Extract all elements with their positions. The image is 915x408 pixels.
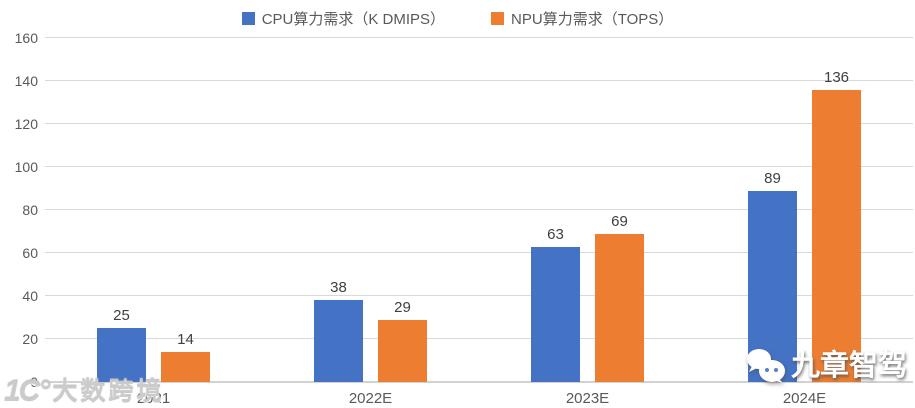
x-axis: 2021 2022E 2023E 2024E [45, 386, 913, 408]
bar-col: 136 [812, 38, 861, 382]
bar-value-label: 38 [330, 279, 347, 297]
bar-value-label: 14 [177, 330, 194, 348]
legend-swatch-icon [241, 12, 255, 25]
bar-npu-2023E [595, 233, 644, 382]
bar-col: 63 [531, 38, 580, 382]
legend-item: NPU算力需求（TOPS） [491, 8, 673, 29]
y-tick-label: 80 [22, 202, 38, 218]
y-tick-label: 60 [22, 245, 38, 261]
bar-value-label: 63 [547, 225, 564, 243]
x-axis-line [45, 381, 913, 383]
bar-cpu-2023E [531, 246, 580, 382]
bar-npu-2024E [812, 89, 861, 382]
y-tick-label: 0 [30, 374, 38, 390]
bar-value-label: 29 [394, 298, 411, 316]
category-group-2023E: 63 69 [479, 38, 696, 382]
bar-cpu-2024E [748, 190, 797, 382]
x-axis-label: 2023E [565, 390, 610, 407]
gridline [45, 209, 913, 210]
bar-col: 29 [378, 38, 427, 382]
legend-label: CPU算力需求（K DMIPS） [261, 11, 446, 28]
bar-value-label: 69 [611, 212, 628, 230]
gridline [45, 37, 913, 38]
gridline [45, 123, 913, 124]
x-axis-label: 2021 [136, 390, 171, 407]
bar-npu-2022E [378, 319, 427, 382]
gridline [45, 166, 913, 167]
gridline [45, 295, 913, 296]
bar-cpu-2022E [314, 300, 363, 382]
bar-cpu-2021 [97, 328, 146, 382]
legend-item: CPU算力需求（K DMIPS） [241, 8, 446, 29]
y-tick-label: 100 [14, 159, 38, 175]
bar-col: 69 [595, 38, 644, 382]
gridline [45, 252, 913, 253]
bar-value-label: 89 [764, 169, 781, 187]
plot-area: 25 14 38 29 63 69 89 136 [45, 37, 913, 383]
legend-swatch-icon [491, 12, 505, 25]
y-tick-label: 20 [22, 331, 38, 347]
x-axis-label: 2022E [348, 390, 393, 407]
category-group-2024E: 89 136 [696, 38, 913, 382]
bar-col: 38 [314, 38, 363, 382]
bar-col: 89 [748, 38, 797, 382]
y-tick-label: 140 [14, 73, 38, 89]
bar-npu-2021 [161, 351, 210, 382]
category-group-2022E: 38 29 [262, 38, 479, 382]
bars-container: 25 14 38 29 63 69 89 136 [45, 38, 913, 382]
y-tick-label: 120 [14, 116, 38, 132]
bar-value-label: 25 [113, 307, 130, 325]
y-tick-label: 160 [14, 30, 38, 46]
category-group-2021: 25 14 [45, 38, 262, 382]
gridline [45, 80, 913, 81]
x-axis-label: 2024E [782, 390, 827, 407]
y-tick-label: 40 [22, 288, 38, 304]
gridline [45, 338, 913, 339]
y-axis: 0 20 40 60 80 100 120 140 160 [0, 31, 38, 389]
bar-col: 25 [97, 38, 146, 382]
chart-legend: CPU算力需求（K DMIPS） NPU算力需求（TOPS） [0, 8, 915, 29]
bar-col: 14 [161, 38, 210, 382]
bar-value-label: 136 [823, 68, 850, 86]
legend-label: NPU算力需求（TOPS） [511, 11, 674, 28]
